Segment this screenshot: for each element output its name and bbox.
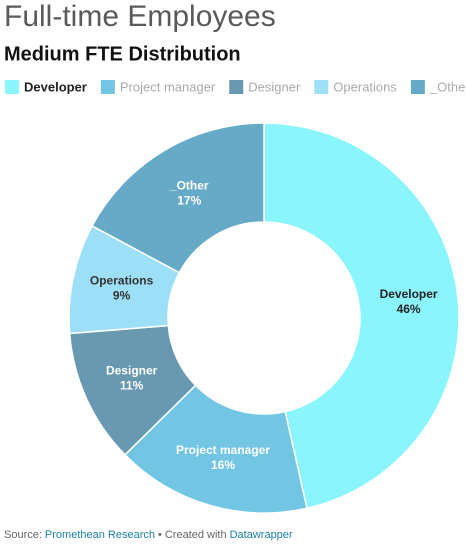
slice-label: _Other — [169, 178, 209, 192]
donut-slice[interactable] — [123, 384, 308, 514]
legend-label[interactable]: Operations — [333, 79, 397, 94]
donut-slice[interactable] — [263, 122, 460, 510]
legend-swatch — [314, 80, 329, 94]
legend-label[interactable]: Developer — [24, 79, 87, 94]
donut-slice[interactable] — [91, 122, 265, 274]
footer-link[interactable]: Datawrapper — [230, 529, 293, 541]
footer-link[interactable]: Promethean Research — [45, 529, 155, 541]
slice-label: Developer — [380, 287, 438, 301]
footer-text: Created with — [165, 529, 227, 541]
legend-swatch — [229, 80, 244, 94]
slice-value: 46% — [397, 302, 421, 316]
slice-label: Project manager — [176, 443, 270, 457]
slice-value: 9% — [113, 288, 131, 302]
legend-swatch — [100, 80, 115, 94]
footer-text: • — [158, 529, 162, 541]
chart-title: Full-time Employees — [4, 0, 276, 33]
slice-value: 16% — [211, 458, 235, 472]
slice-label: Designer — [106, 364, 158, 378]
legend-label[interactable]: _Other — [429, 79, 466, 94]
slice-value: 11% — [120, 379, 144, 393]
footer-text: Source: — [4, 529, 42, 541]
legend-swatch — [410, 80, 425, 94]
chart-subtitle: Medium FTE Distribution — [4, 43, 241, 65]
legend-swatch — [5, 80, 19, 94]
legend-label[interactable]: Project manager — [120, 79, 216, 94]
legend-label[interactable]: Designer — [248, 79, 301, 94]
slice-value: 17% — [177, 193, 201, 207]
slice-label: Operations — [90, 273, 154, 287]
